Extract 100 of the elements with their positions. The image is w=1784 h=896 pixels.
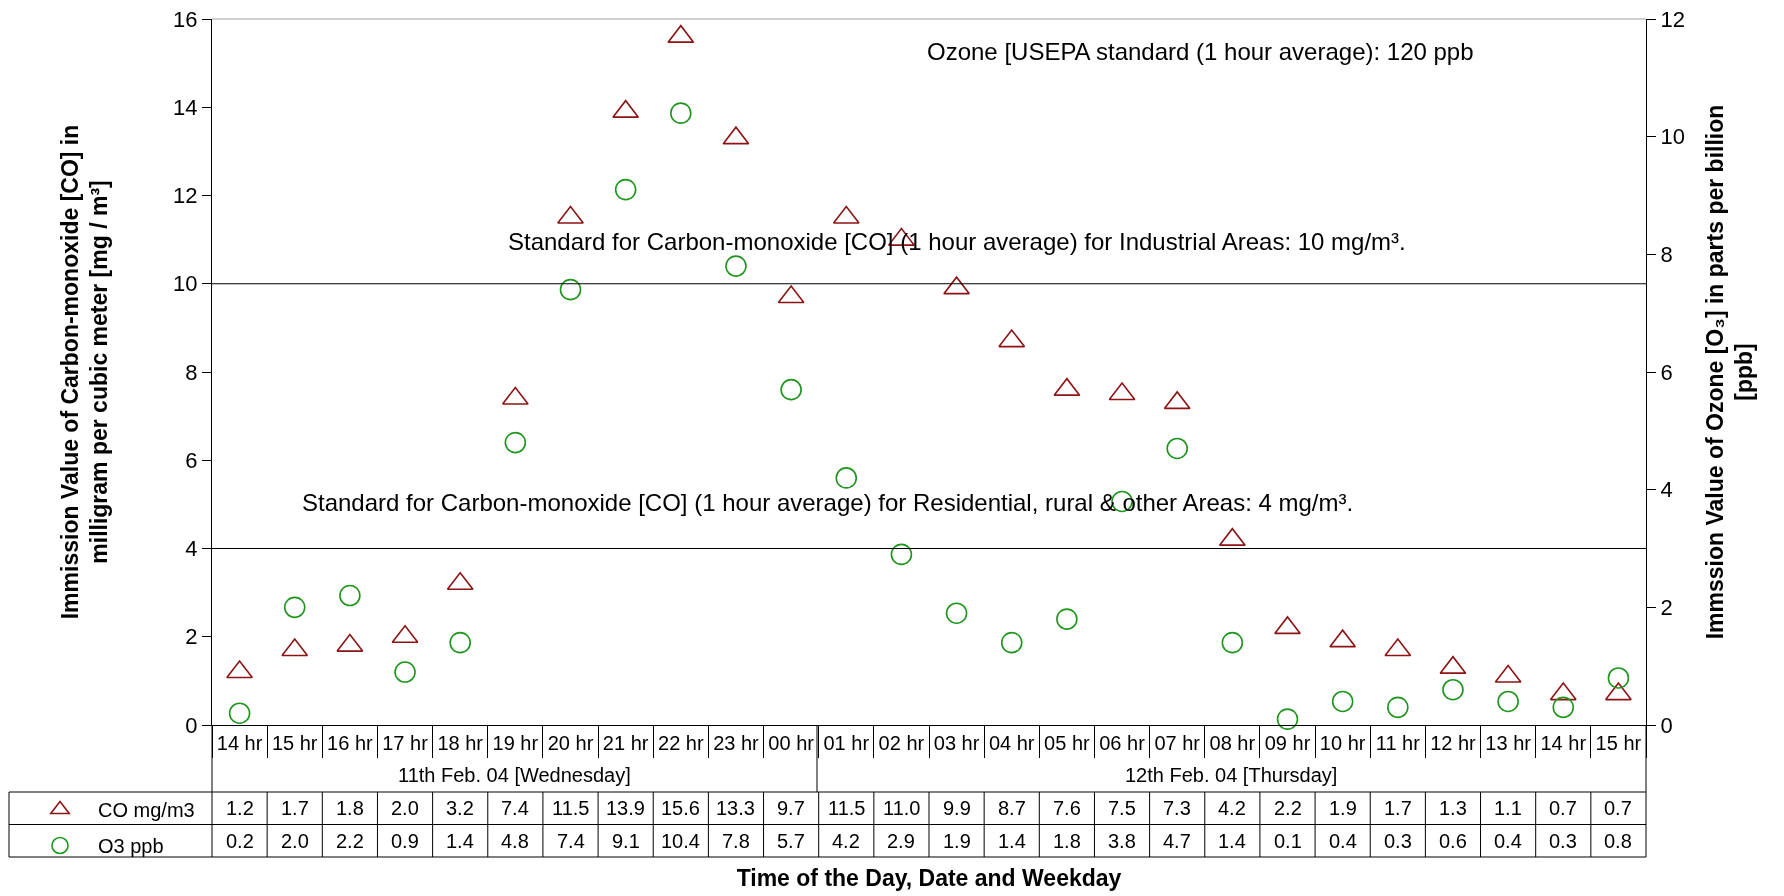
- data-label: 3.2: [446, 797, 474, 819]
- legend-label: CO mg/m3: [98, 799, 195, 822]
- data-label: 0.3: [1549, 830, 1577, 852]
- data-label: 0.3: [1384, 830, 1412, 852]
- x-tick-label: 01 hr: [823, 732, 870, 755]
- x-tick-label: 00 hr: [768, 732, 815, 755]
- x-tick-label: 19 hr: [492, 732, 539, 755]
- x-tick-label: 12 hr: [1430, 732, 1477, 755]
- x-tick-label: 06 hr: [1099, 732, 1146, 755]
- data-label: 0.4: [1329, 830, 1357, 852]
- data-label: 0.6: [1439, 830, 1467, 852]
- data-label: 0.7: [1604, 797, 1632, 819]
- y2-tick-label: 2: [1660, 595, 1673, 621]
- data-label: 2.2: [336, 830, 364, 852]
- x-tick-label: 10 hr: [1319, 732, 1366, 755]
- y2-tick-label: 4: [1660, 477, 1673, 503]
- data-label: 1.2: [226, 797, 254, 819]
- x-tick-label: 14 hr: [216, 732, 263, 755]
- y-tick-label: 6: [185, 447, 198, 473]
- y-tick-label: 12: [173, 183, 198, 209]
- y-tick-label: 16: [173, 6, 198, 32]
- x-tick-label: 03 hr: [933, 732, 980, 755]
- data-label: 9.7: [777, 797, 805, 819]
- data-label: 11.5: [552, 797, 590, 819]
- data-label: 4.7: [1163, 830, 1191, 852]
- data-label: 7.4: [557, 830, 585, 852]
- x-tick-label: 16 hr: [327, 732, 374, 755]
- x-axis-title: Time of the Day, Date and Weekday: [736, 864, 1122, 891]
- data-label: 11.5: [828, 797, 866, 819]
- data-label: 1.9: [1329, 797, 1357, 819]
- data-label: 13.9: [606, 797, 645, 819]
- data-label: 0.8: [1604, 830, 1632, 852]
- y-tick-label: 14: [173, 94, 198, 120]
- data-label: 4.8: [501, 830, 529, 852]
- data-label: 7.3: [1163, 797, 1191, 819]
- x-tick-label: 02 hr: [878, 732, 925, 755]
- x-tick-label: 08 hr: [1209, 732, 1256, 755]
- y-tick-label: 4: [185, 536, 198, 562]
- data-label: 10.4: [661, 830, 700, 852]
- data-label: 2.9: [887, 830, 915, 852]
- data-label: 11.0: [883, 797, 921, 819]
- data-label: 1.4: [446, 830, 474, 852]
- data-label: 5.7: [777, 830, 805, 852]
- x-tick-label: 15 hr: [1595, 732, 1642, 755]
- data-label: 1.9: [943, 830, 971, 852]
- x-tick-label: 21 hr: [602, 732, 649, 755]
- text: 11th Feb. 04 [Wednesday]: [398, 764, 631, 786]
- x-tick-label: 09 hr: [1264, 732, 1311, 755]
- data-label: 1.7: [281, 797, 309, 819]
- y-tick-label: 8: [185, 359, 198, 385]
- data-label: 1.8: [336, 797, 364, 819]
- y-tick-label: 0: [185, 712, 198, 738]
- data-label: 0.9: [391, 830, 419, 852]
- annotation: Ozone [USEPA standard (1 hour average): 120 ppb: [927, 38, 1474, 65]
- text: 12th Feb. 04 [Thursday]: [1125, 764, 1338, 786]
- y2-tick-label: 10: [1660, 124, 1685, 150]
- x-tick-label: 15 hr: [271, 732, 318, 755]
- data-label: 7.6: [1053, 797, 1081, 819]
- data-label: 0.7: [1549, 797, 1577, 819]
- data-label: 7.4: [501, 797, 529, 819]
- x-tick-label: 22 hr: [658, 732, 704, 755]
- x-tick-label: 18 hr: [437, 732, 484, 755]
- x-tick-label: 23 hr: [713, 732, 760, 755]
- data-label: 15.6: [661, 797, 700, 819]
- x-tick-label: 04 hr: [988, 732, 1035, 755]
- data-label: 9.1: [612, 830, 640, 852]
- data-label: 4.2: [832, 830, 860, 852]
- x-tick-label: 17 hr: [382, 732, 429, 755]
- y-axis-title: Immission Value of Carbon-monoxide [CO] in milligram per cubic meter [mg / m³]: [56, 124, 113, 620]
- x-tick-label: 05 hr: [1044, 732, 1091, 755]
- data-label: 1.1: [1494, 797, 1522, 819]
- y2-axis-title: Immssion Value of Ozone [O₃] in parts per billion [ppb]: [1701, 104, 1758, 640]
- data-label: 1.4: [998, 830, 1026, 852]
- x-tick-label: 11 hr: [1375, 732, 1421, 755]
- legend-label: O3 ppb: [98, 835, 164, 858]
- data-label: 7.8: [722, 830, 750, 852]
- y2-tick-label: 12: [1660, 6, 1685, 32]
- data-label: 7.5: [1108, 797, 1136, 819]
- data-label: 8.7: [998, 797, 1026, 819]
- y2-tick-label: 0: [1660, 712, 1673, 738]
- data-label: 2.2: [1274, 797, 1302, 819]
- y-tick-label: 10: [173, 271, 198, 297]
- data-label: 4.2: [1218, 797, 1246, 819]
- data-label: 0.4: [1494, 830, 1522, 852]
- y-tick-label: 2: [185, 624, 198, 650]
- x-tick-label: 14 hr: [1540, 732, 1587, 755]
- data-label: 1.3: [1439, 797, 1467, 819]
- y2-tick-label: 8: [1660, 242, 1673, 268]
- data-label: 2.0: [391, 797, 419, 819]
- x-tick-label: 13 hr: [1485, 732, 1532, 755]
- data-label: 1.8: [1053, 830, 1081, 852]
- data-label: 1.7: [1384, 797, 1412, 819]
- data-label: 1.4: [1218, 830, 1246, 852]
- data-label: 3.8: [1108, 830, 1136, 852]
- y2-tick-label: 6: [1660, 359, 1673, 385]
- data-label: 13.3: [716, 797, 755, 819]
- x-tick-label: 07 hr: [1154, 732, 1201, 755]
- data-label: 0.1: [1274, 830, 1302, 852]
- data-label: 2.0: [281, 830, 309, 852]
- x-tick-label: 20 hr: [547, 732, 594, 755]
